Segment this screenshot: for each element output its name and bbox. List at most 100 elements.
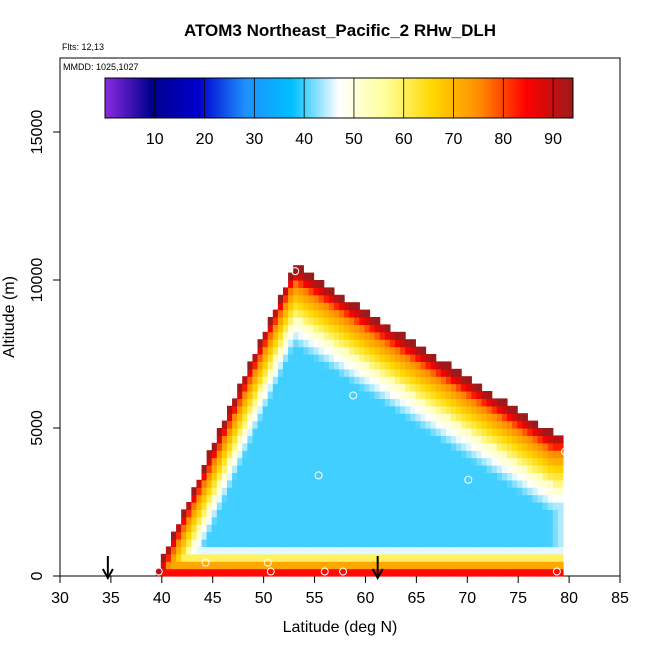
rh-cell (344, 487, 350, 496)
rh-cell (293, 354, 299, 362)
rh-cell (430, 487, 437, 496)
rh-cell (293, 272, 299, 281)
rh-cell (527, 450, 534, 459)
rh-cell (369, 502, 376, 510)
rh-cell (552, 524, 559, 533)
rh-cell (522, 420, 528, 429)
rh-cell (445, 391, 452, 399)
rh-cell (349, 331, 355, 340)
rh-cell (430, 561, 437, 570)
rh-cell (527, 561, 534, 570)
rh-cell (221, 428, 228, 436)
rh-cell (349, 457, 355, 466)
rh-cell (272, 487, 279, 496)
rh-cell (313, 346, 320, 355)
rh-cell (374, 383, 381, 392)
rh-cell (471, 539, 478, 547)
rh-cell (313, 398, 320, 407)
rh-cell (359, 428, 366, 436)
rh-cell (293, 331, 299, 340)
rh-cell (384, 324, 391, 333)
rh-cell (389, 398, 396, 407)
rh-cell (450, 546, 457, 555)
sample-point (544, 481, 553, 490)
rh-cell (461, 457, 467, 466)
rh-cell (257, 494, 264, 503)
colorbar-tick-label: 60 (395, 131, 413, 148)
rh-cell (456, 553, 462, 562)
rh-cell (257, 465, 264, 473)
rh-cell (389, 509, 396, 518)
rh-cell (364, 479, 371, 488)
rh-cell (435, 398, 442, 407)
rh-cell (252, 472, 259, 481)
rh-cell (517, 502, 523, 510)
rh-cell (262, 472, 269, 481)
rh-cell (165, 553, 172, 562)
rh-cell (389, 331, 396, 340)
rh-cell (476, 420, 483, 429)
rh-cell (379, 331, 386, 340)
rh-cell (547, 524, 554, 533)
rh-cell (389, 405, 396, 414)
rh-cell (476, 502, 483, 510)
rh-cell (226, 420, 233, 429)
rh-cell (257, 420, 264, 429)
rh-cell (461, 531, 467, 540)
rh-cell (501, 487, 508, 496)
rh-cell (364, 413, 371, 422)
rh-cell (450, 479, 457, 488)
rh-cell (369, 442, 376, 451)
rh-cell (272, 494, 279, 503)
rh-cell (517, 420, 523, 429)
rh-cell (303, 287, 310, 296)
rh-cell (277, 428, 284, 436)
rh-cell (262, 479, 269, 488)
rh-cell (415, 546, 422, 555)
rh-cell (226, 428, 233, 436)
rh-cell (338, 509, 345, 518)
rh-cell (201, 487, 208, 496)
rh-cell (435, 435, 442, 444)
rh-cell (379, 324, 386, 333)
rh-cell (466, 509, 472, 518)
rh-cell (257, 502, 264, 510)
rh-cell (410, 442, 416, 451)
rh-cell (303, 309, 310, 318)
rh-cell (415, 539, 422, 547)
rh-cell (364, 465, 371, 473)
rh-cell (303, 405, 310, 414)
rh-cell (496, 472, 503, 481)
rh-cell (328, 539, 335, 547)
rh-cell (262, 553, 269, 562)
rh-cell (272, 531, 279, 540)
rh-cell (557, 561, 564, 570)
rh-cell (226, 516, 233, 525)
rh-cell (420, 465, 427, 473)
rh-cell (338, 539, 345, 547)
rh-cell (237, 420, 243, 429)
rh-cell (318, 539, 325, 547)
rh-cell (344, 398, 350, 407)
rh-cell (282, 487, 289, 496)
rh-cell (506, 494, 513, 503)
rh-cell (349, 420, 355, 429)
rh-cell (303, 472, 310, 481)
rh-cell (445, 524, 452, 533)
rh-cell (506, 435, 513, 444)
rh-cell (323, 287, 330, 296)
rh-cell (308, 331, 315, 340)
rh-cell (293, 287, 299, 296)
rh-cell (542, 509, 549, 518)
rh-cell (252, 435, 259, 444)
rh-cell (298, 546, 304, 555)
y-tick-label: 15000 (29, 110, 46, 155)
rh-cell (461, 539, 467, 547)
rh-cell (400, 354, 406, 362)
rh-cell (359, 561, 366, 570)
rh-cell (344, 465, 350, 473)
rh-cell (532, 546, 539, 555)
rh-cell (267, 479, 274, 488)
rh-cell (186, 509, 192, 518)
rh-cell (338, 531, 345, 540)
